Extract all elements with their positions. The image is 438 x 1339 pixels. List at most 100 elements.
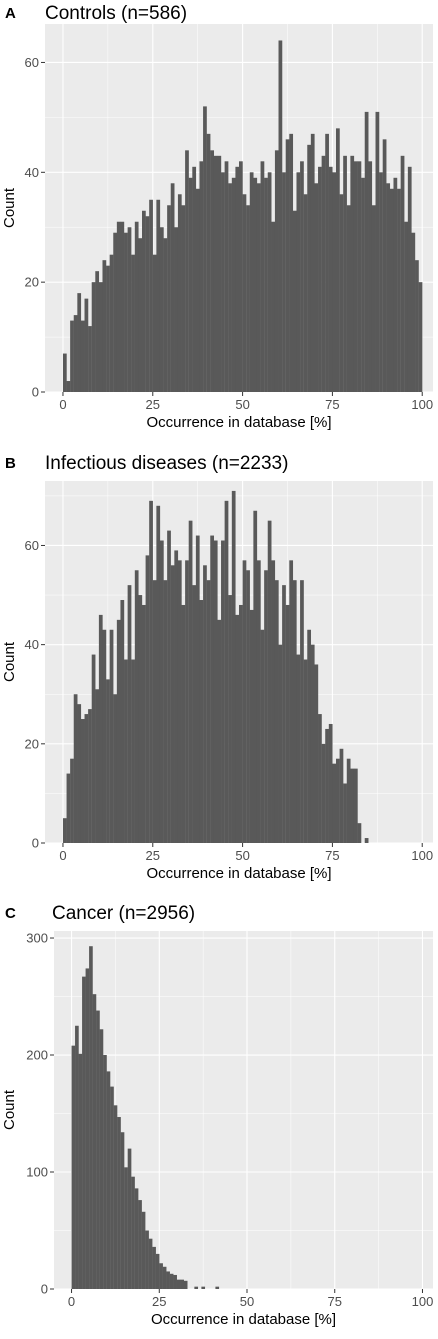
x-tick-label: 100 [411, 848, 433, 863]
histogram-bar [106, 679, 110, 843]
histogram-bar [328, 166, 333, 392]
histogram-bar [77, 704, 82, 843]
histogram-bar [411, 232, 416, 392]
histogram-bar [350, 155, 355, 392]
histogram-bar [166, 1271, 170, 1289]
histogram-bar [70, 758, 74, 843]
histogram-bar [307, 144, 312, 392]
histogram-bar [343, 155, 347, 392]
histogram-bar [210, 150, 215, 392]
histogram-bar [253, 510, 258, 843]
x-tick-label: 75 [325, 848, 339, 863]
histogram-bar [66, 381, 71, 392]
histogram-bar [371, 205, 376, 392]
histogram-bar [206, 133, 211, 392]
histogram-bar [343, 783, 347, 843]
histogram-bar [188, 520, 193, 843]
histogram-bar [221, 540, 225, 843]
histogram-bar [260, 161, 265, 392]
histogram-bar [106, 265, 110, 392]
histogram-bar [224, 161, 229, 392]
x-tick-label: 100 [411, 397, 433, 412]
histogram-bar [307, 629, 312, 843]
histogram-bar [221, 172, 225, 392]
histogram-bar [131, 1176, 135, 1289]
histogram-bar [102, 629, 107, 843]
histogram-bar [235, 166, 240, 392]
histogram-bar [149, 199, 153, 392]
chart-panel-c: C Cancer (n=2956) 0 25 50 75 100 0 100 200 300 Occu… [1, 903, 433, 1328]
histogram-bar [339, 194, 344, 392]
histogram-bar [213, 540, 218, 843]
histogram-bar [253, 177, 258, 392]
histogram-bar [109, 254, 114, 392]
histogram-bar [145, 216, 150, 392]
y-tick-label: 60 [25, 538, 39, 553]
histogram-bar [346, 758, 351, 843]
x-tick-label: 0 [59, 397, 66, 412]
histogram-bar [73, 315, 78, 392]
histogram-bar [88, 326, 92, 392]
histogram-bar [170, 183, 175, 392]
histogram-bar [156, 505, 161, 843]
histogram-bar [285, 604, 290, 843]
histogram-bar [117, 1117, 121, 1289]
histogram-bar [199, 600, 204, 843]
histogram-bar [80, 719, 85, 843]
histogram-bar [339, 748, 344, 843]
x-axis-title: Occurrence in database [%] [146, 865, 331, 882]
chart-panel-a: A Controls (n=586) 0 25 50 75 100 0 20 40 60 Occurr… [1, 3, 433, 431]
histogram-bar [267, 172, 272, 392]
histogram-bar [96, 1010, 100, 1289]
histogram-bar [239, 161, 243, 392]
histogram-bar [167, 530, 171, 843]
histogram-bar [289, 133, 294, 392]
histogram-bar [141, 1211, 146, 1289]
histogram-bar [116, 619, 121, 843]
histogram-bar [404, 221, 409, 392]
histogram-bar [296, 172, 301, 392]
histogram-bar [80, 320, 85, 392]
histogram-bar [180, 1279, 184, 1289]
histogram-bar [199, 161, 204, 392]
histogram-bar [131, 659, 135, 843]
histogram-bar [188, 177, 193, 392]
histogram-bar [256, 183, 261, 392]
histogram-bar [134, 1188, 139, 1289]
histogram-bar [152, 580, 157, 843]
histogram-bar [274, 580, 279, 843]
histogram-bar [116, 221, 121, 392]
histogram-bar [177, 194, 182, 392]
histogram-bar [138, 238, 143, 392]
histogram-bar [152, 254, 157, 392]
histogram-bar [249, 172, 254, 392]
bars [71, 946, 220, 1289]
histogram-bar [379, 172, 383, 392]
histogram-bar [353, 768, 358, 843]
histogram-bar [124, 232, 128, 392]
histogram-bar [418, 282, 423, 392]
histogram-bar [113, 232, 118, 392]
histogram-bar [346, 205, 351, 392]
x-tick-label: 25 [146, 397, 160, 412]
histogram-bar [159, 1263, 163, 1289]
panel-letter: C [5, 905, 16, 922]
histogram-bar [271, 560, 276, 843]
histogram-bar [231, 177, 236, 392]
histogram-bar [170, 565, 175, 843]
histogram-bar [289, 560, 294, 843]
histogram-bar [134, 570, 139, 843]
histogram-bar [142, 210, 146, 392]
histogram-bar [206, 580, 211, 843]
x-axis-title: Occurrence in database [%] [146, 414, 331, 431]
histogram-bar [195, 535, 200, 843]
histogram-bar [95, 271, 100, 392]
histogram-bar [235, 614, 240, 843]
histogram-bar [397, 188, 401, 392]
histogram-bar [62, 818, 67, 843]
histogram-bar [213, 155, 218, 392]
histogram-bar [264, 177, 268, 392]
chart-title: Controls (n=586) [45, 3, 187, 24]
y-axis-title: Count [1, 1089, 18, 1130]
histogram-bar [224, 500, 229, 843]
